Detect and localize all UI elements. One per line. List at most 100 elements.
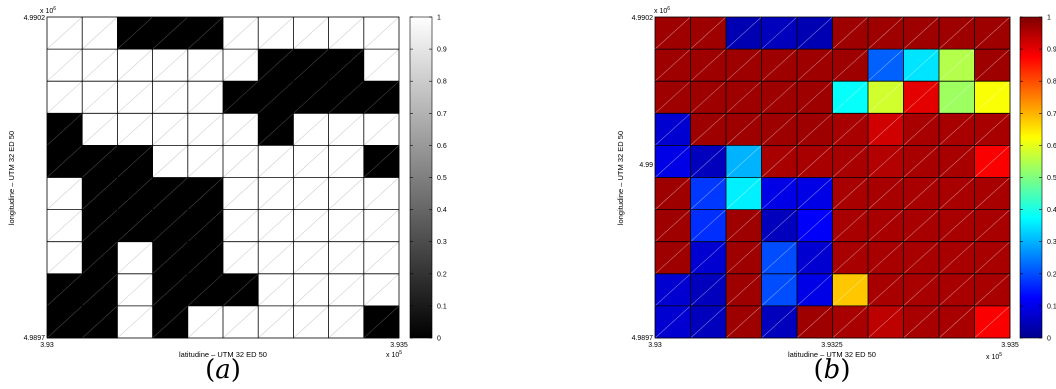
heatmap-cell — [328, 241, 365, 275]
heatmap-cell — [47, 209, 83, 242]
y-tick-label-a-bottom: 4.9897 — [24, 335, 46, 342]
colorbar-tick-label: 1 — [1047, 15, 1051, 22]
heatmap-cell — [690, 241, 727, 275]
heatmap-cell — [328, 209, 365, 242]
cell-diagonal — [46, 241, 83, 275]
cell-diagonal — [117, 48, 153, 82]
heatmap-cell — [832, 17, 869, 50]
heatmap-cell — [47, 49, 83, 82]
heatmap-cell — [868, 305, 904, 339]
cell-diagonal — [690, 113, 727, 146]
colorbar-tick-label: 0 — [437, 336, 441, 343]
heatmap-cell — [47, 17, 83, 50]
heatmap-cell — [868, 81, 904, 114]
heatmap-cell — [187, 241, 224, 275]
heatmap-cell — [939, 273, 975, 307]
colorbar-tick-label: 0.4 — [437, 207, 447, 214]
heatmap-cell — [761, 17, 798, 50]
heatmap-cell — [293, 177, 329, 210]
heatmap-cell — [761, 209, 798, 242]
cell-diagonal — [832, 80, 869, 114]
heatmap-cell — [726, 209, 762, 242]
cell-diagonal — [832, 145, 869, 178]
heatmap-cell — [726, 81, 762, 114]
cell-diagonal — [222, 113, 259, 146]
cell-diagonal — [187, 209, 224, 242]
heatmap-cell — [82, 49, 118, 82]
cell-diagonal — [725, 177, 762, 210]
heatmap-cell — [223, 81, 259, 114]
heatmap-cell — [82, 273, 118, 307]
cell-diagonal — [152, 305, 189, 339]
cell-diagonal — [832, 113, 869, 146]
cell-diagonal — [796, 209, 833, 242]
heatmap-cell — [328, 81, 365, 114]
cell-diagonal — [46, 177, 83, 210]
cell-diagonal — [654, 145, 691, 178]
heatmap-cell — [655, 49, 691, 82]
cell-diagonal — [293, 48, 329, 82]
heatmap-cell — [117, 209, 153, 242]
heatmap-cell — [797, 177, 833, 210]
cell-diagonal — [257, 305, 294, 339]
cell-diagonal — [187, 273, 224, 307]
heatmap-cell — [974, 81, 1011, 114]
cell-diagonal — [654, 305, 691, 339]
cell-diagonal — [654, 48, 691, 82]
heatmap-cells-a — [47, 17, 400, 339]
heatmap-cell — [726, 241, 762, 275]
cell-diagonal — [222, 80, 259, 114]
heatmap-cell — [293, 145, 329, 178]
heatmap-cell — [223, 177, 259, 210]
heatmap-cell — [223, 17, 259, 50]
cell-diagonal — [81, 273, 118, 307]
x-axis-label-b: latitudine – UTM 32 ED 50 — [788, 350, 876, 359]
cell-diagonal — [81, 113, 118, 146]
cell-diagonal — [152, 48, 189, 82]
cell-diagonal — [152, 209, 189, 242]
cell-diagonal — [867, 273, 904, 307]
colorbar-tick-label: 0.1 — [1047, 303, 1056, 310]
cell-diagonal — [832, 48, 869, 82]
cell-diagonal — [363, 305, 400, 339]
cell-diagonal — [761, 209, 798, 242]
heatmap-cell — [223, 113, 259, 146]
cell-diagonal — [293, 16, 329, 50]
cell-diagonal — [690, 273, 727, 307]
cell-diagonal — [117, 80, 153, 114]
heatmap-cell — [761, 113, 798, 146]
heatmap-cell — [832, 49, 869, 82]
cell-diagonal — [690, 80, 727, 114]
cell-diagonal — [938, 113, 975, 146]
y-tick-label-a-top: 4.9902 — [24, 15, 46, 22]
cell-diagonal — [832, 241, 869, 275]
cell-diagonal — [690, 145, 727, 178]
cell-diagonal — [690, 48, 727, 82]
heatmap-cell — [187, 273, 224, 307]
heatmap-cell — [152, 177, 189, 210]
cell-diagonal — [257, 113, 294, 146]
cell-diagonal — [46, 305, 83, 339]
heatmap-cell — [47, 273, 83, 307]
cell-diagonal — [938, 177, 975, 210]
cell-diagonal — [257, 209, 294, 242]
cell-diagonal — [903, 48, 940, 82]
heatmap-cell — [152, 145, 189, 178]
cell-diagonal — [81, 305, 118, 339]
heatmap-cell — [363, 17, 400, 50]
cell-diagonal — [328, 145, 365, 178]
cell-diagonal — [974, 145, 1011, 178]
heatmap-cell — [797, 113, 833, 146]
grid-lines-b — [654, 16, 1011, 339]
heatmap-cell — [974, 177, 1011, 210]
cell-diagonal — [117, 16, 153, 50]
x-multiplier-b: x 105 — [986, 352, 1002, 361]
heatmap-cell — [47, 177, 83, 210]
heatmap-cell — [223, 305, 259, 339]
cell-diagonal — [938, 209, 975, 242]
cell-diagonal — [761, 113, 798, 146]
cell-diagonal — [328, 241, 365, 275]
cell-diagonal — [81, 209, 118, 242]
heatmap-cell — [761, 49, 798, 82]
heatmap-cell — [293, 81, 329, 114]
